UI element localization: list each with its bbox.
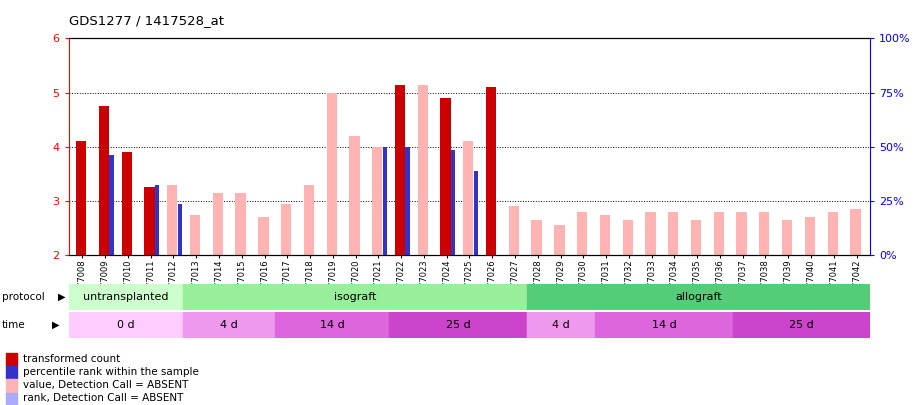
Bar bbox=[6, 367, 17, 379]
Bar bbox=[183, 284, 527, 310]
Bar bbox=[759, 212, 769, 255]
Bar bbox=[527, 284, 870, 310]
Bar bbox=[595, 312, 733, 338]
Bar bbox=[145, 188, 155, 255]
Bar bbox=[406, 147, 409, 255]
Text: ▶: ▶ bbox=[52, 320, 60, 330]
Text: protocol: protocol bbox=[2, 292, 45, 302]
Text: 14 d: 14 d bbox=[651, 320, 677, 330]
Text: 4 d: 4 d bbox=[552, 320, 570, 330]
Bar bbox=[383, 147, 387, 255]
Bar bbox=[275, 312, 389, 338]
Bar bbox=[527, 312, 595, 338]
Bar bbox=[76, 141, 86, 255]
Bar bbox=[736, 212, 747, 255]
Bar bbox=[69, 284, 183, 310]
Bar bbox=[109, 155, 114, 255]
Bar bbox=[577, 212, 587, 255]
Bar bbox=[155, 185, 159, 255]
Bar bbox=[623, 220, 633, 255]
Text: 0 d: 0 d bbox=[117, 320, 135, 330]
Text: GDS1277 / 1417528_at: GDS1277 / 1417528_at bbox=[69, 14, 224, 27]
Bar bbox=[6, 393, 17, 405]
Bar bbox=[183, 312, 275, 338]
Bar bbox=[281, 204, 291, 255]
Bar bbox=[827, 212, 838, 255]
Text: 25 d: 25 d bbox=[445, 320, 471, 330]
Text: ▶: ▶ bbox=[58, 292, 65, 302]
Text: value, Detection Call = ABSENT: value, Detection Call = ABSENT bbox=[23, 379, 188, 390]
Text: transformed count: transformed count bbox=[23, 354, 120, 364]
Bar bbox=[805, 217, 815, 255]
Bar bbox=[850, 209, 860, 255]
Bar bbox=[668, 212, 679, 255]
Bar bbox=[474, 171, 478, 255]
Text: percentile rank within the sample: percentile rank within the sample bbox=[23, 367, 199, 377]
Bar bbox=[349, 136, 360, 255]
Bar bbox=[554, 225, 564, 255]
Bar bbox=[372, 147, 382, 255]
Bar bbox=[646, 212, 656, 255]
Text: isograft: isograft bbox=[333, 292, 376, 302]
Bar bbox=[395, 85, 405, 255]
Text: 14 d: 14 d bbox=[320, 320, 344, 330]
Bar bbox=[6, 379, 17, 392]
Bar bbox=[441, 98, 451, 255]
Bar bbox=[733, 312, 870, 338]
Bar bbox=[327, 93, 337, 255]
Bar bbox=[600, 215, 610, 255]
Bar bbox=[486, 87, 496, 255]
Bar bbox=[178, 204, 182, 255]
Text: allograft: allograft bbox=[675, 292, 722, 302]
Bar bbox=[691, 220, 701, 255]
Bar bbox=[235, 193, 245, 255]
Bar bbox=[122, 152, 132, 255]
Bar bbox=[6, 354, 17, 366]
Text: rank, Detection Call = ABSENT: rank, Detection Call = ABSENT bbox=[23, 393, 183, 403]
Text: 25 d: 25 d bbox=[789, 320, 814, 330]
Bar bbox=[168, 185, 178, 255]
Bar bbox=[418, 85, 428, 255]
Bar bbox=[714, 212, 724, 255]
Bar bbox=[782, 220, 792, 255]
Bar bbox=[463, 141, 474, 255]
Bar bbox=[213, 193, 223, 255]
Bar bbox=[304, 185, 314, 255]
Text: time: time bbox=[2, 320, 26, 330]
Bar bbox=[99, 106, 109, 255]
Bar bbox=[531, 220, 541, 255]
Bar bbox=[258, 217, 268, 255]
Text: 4 d: 4 d bbox=[220, 320, 238, 330]
Bar bbox=[69, 312, 183, 338]
Bar bbox=[389, 312, 527, 338]
Text: untransplanted: untransplanted bbox=[83, 292, 169, 302]
Bar bbox=[190, 215, 201, 255]
Bar bbox=[508, 207, 519, 255]
Bar bbox=[451, 149, 455, 255]
